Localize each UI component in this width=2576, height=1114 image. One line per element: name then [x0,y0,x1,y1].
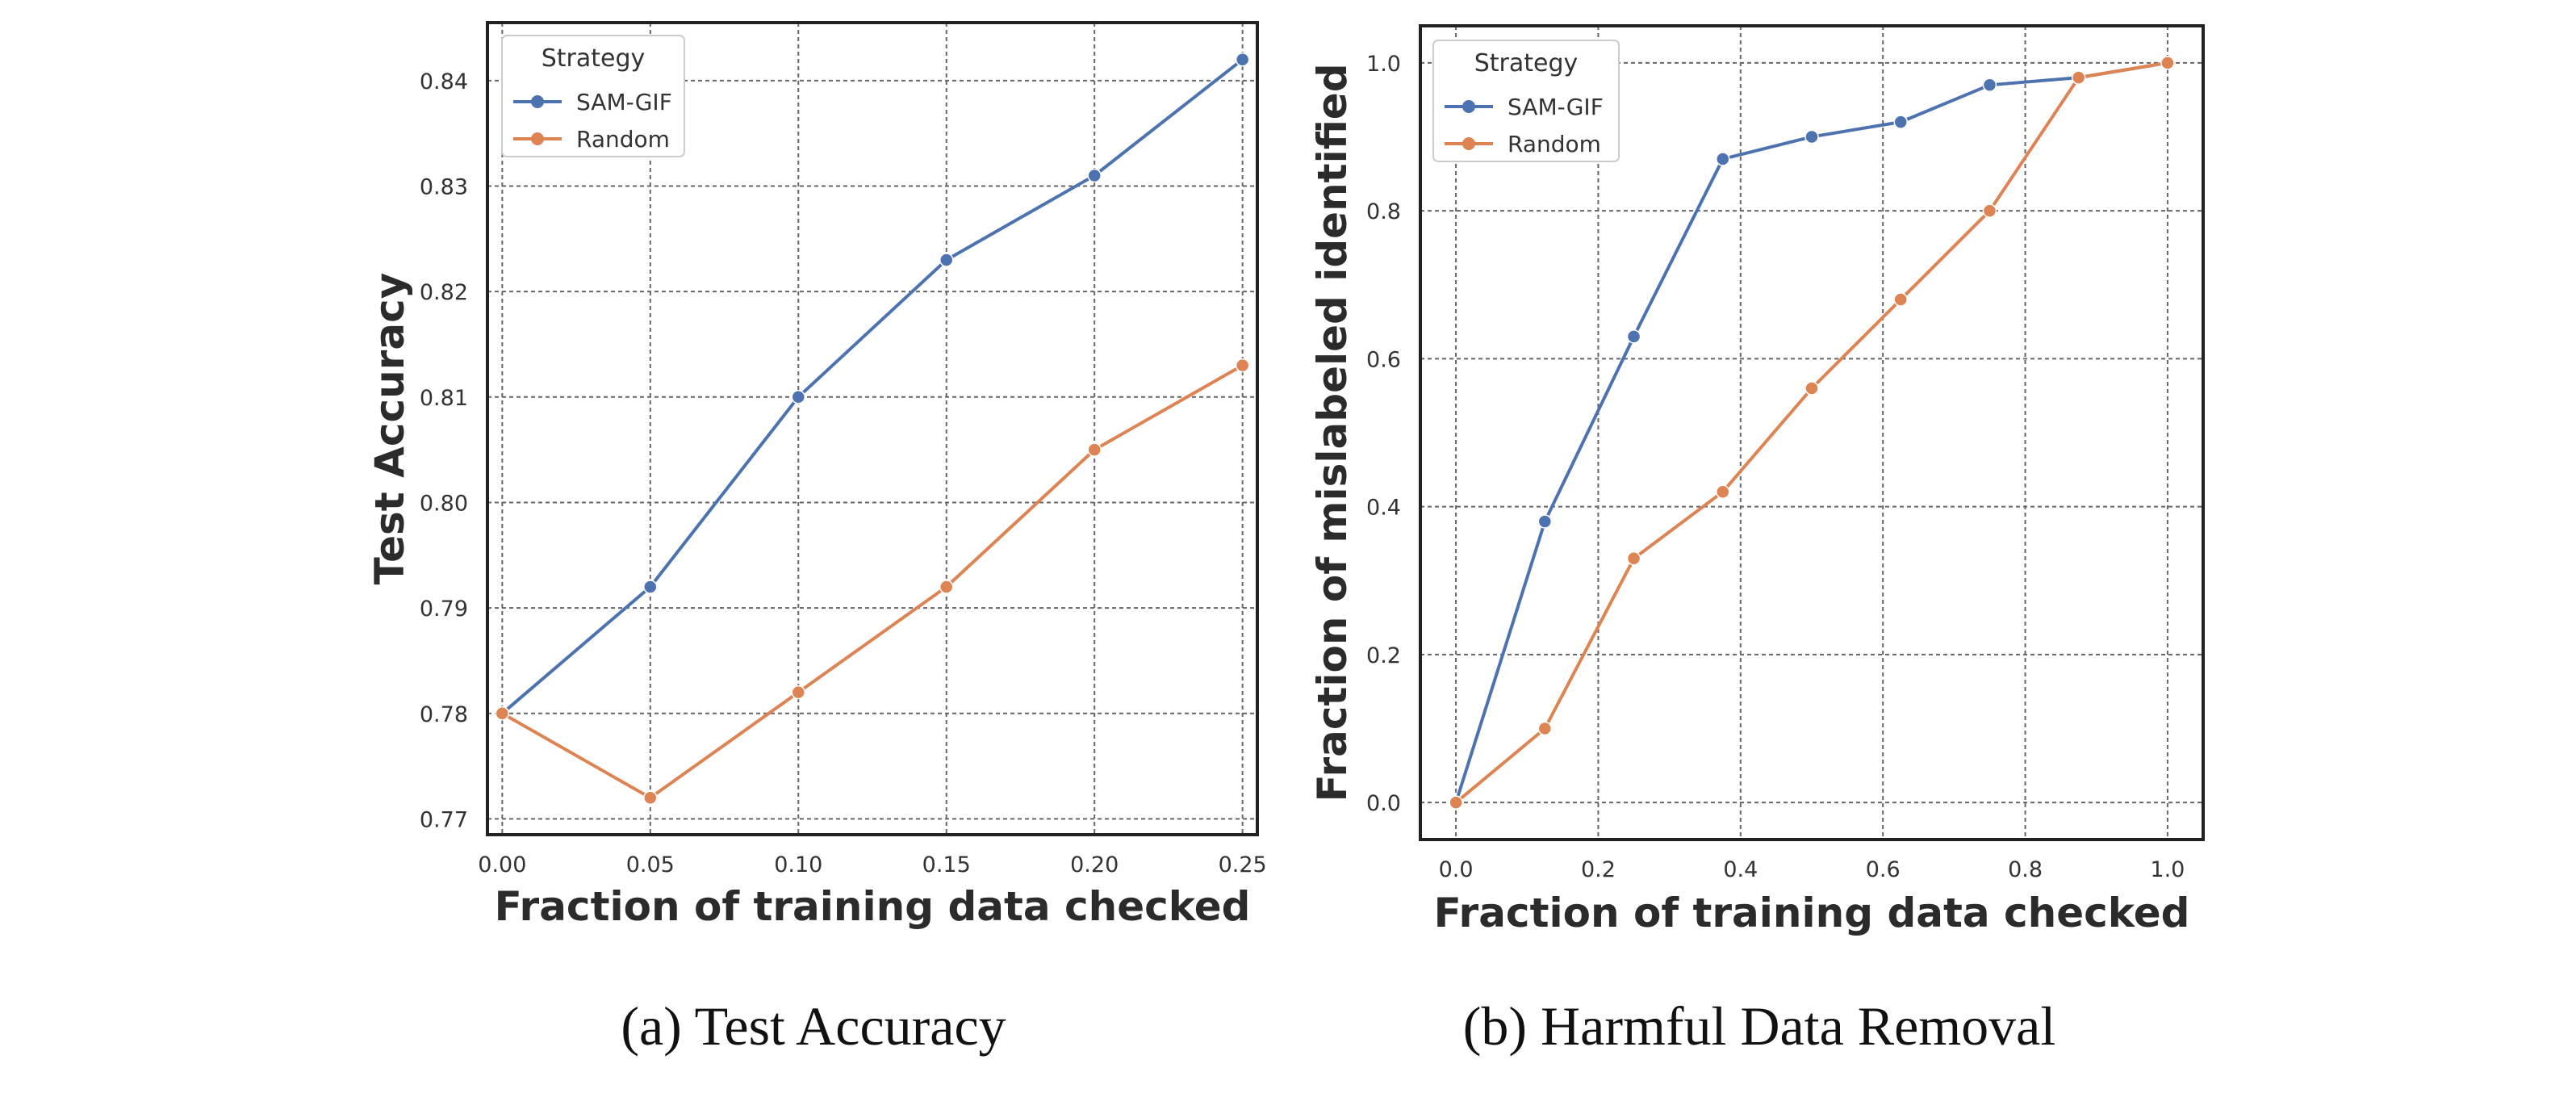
y-tick-label: 0.82 [420,280,468,305]
caption-a: (a) Test Accuracy [621,995,1006,1057]
y-tick-label: 0.79 [420,597,468,622]
x-tick-label: 0.8 [2008,857,2043,882]
legend-box [1432,40,1620,162]
x-tick-label: 0.25 [1219,852,1267,877]
x-tick-label: 0.10 [774,852,822,877]
legend-swatch-marker [531,132,544,145]
data-point-random [939,580,954,594]
caption-b: (b) Harmful Data Removal [1462,995,2056,1057]
y-tick-label: 1.0 [1366,52,1401,77]
data-point-random [1716,484,1730,500]
data-point-random [2160,56,2175,70]
data-point-sam-gif [1537,514,1553,529]
data-point-sam-gif [1804,129,1819,144]
data-point-sam-gif [1626,329,1641,344]
data-point-random [1893,292,1908,307]
x-tick-label: 0.6 [1866,857,1901,882]
data-point-random [1087,442,1102,457]
y-tick-label: 0.4 [1366,496,1401,521]
data-point-random [1804,381,1819,396]
legend-box [501,35,685,157]
y-axis-label: Test Accuracy [366,273,413,585]
plot-frame [486,21,1259,836]
data-point-random [2071,70,2086,85]
series-line-random [501,363,1244,800]
data-point-random [1235,358,1250,373]
data-point-sam-gif [939,253,954,267]
x-tick-label: 0.2 [1581,857,1616,882]
y-tick-label: 0.78 [420,702,468,727]
y-tick-label: 0.83 [420,175,468,200]
data-point-sam-gif [791,390,806,404]
x-tick-label: 0.05 [626,852,675,877]
data-point-random [1537,721,1553,736]
y-tick-label: 0.2 [1366,643,1401,668]
data-point-sam-gif [1235,52,1250,67]
data-point-random [1982,203,1997,218]
data-point-random [1449,795,1463,810]
data-point-sam-gif [1893,115,1908,129]
x-axis-label: Fraction of training data checked [1434,890,2190,936]
x-tick-label: 0.15 [922,852,971,877]
series-line-sam-gif [501,58,1244,715]
legend-entry-label: Random [576,126,670,153]
y-tick-label: 0.77 [420,807,468,832]
y-tick-label: 0.8 [1366,199,1401,224]
data-point-random [495,706,510,721]
data-point-random [791,685,806,700]
data-point-sam-gif [1982,77,1997,93]
legend-entry-label: SAM-GIF [1508,94,1604,120]
y-tick-label: 0.80 [420,491,468,516]
x-tick-label: 0.00 [478,852,526,877]
data-point-sam-gif [1716,152,1730,166]
legend-title: Strategy [1474,49,1579,77]
y-tick-label: 0.0 [1366,791,1401,816]
y-tick-label: 0.81 [420,386,468,411]
legend: Strategy SAM-GIF Random [1432,40,1620,162]
data-point-random [643,790,658,806]
plot-frame [1419,24,2205,841]
chart-a: 0.00 0.05 0.10 0.15 0.20 0.25 0.77 0.78 0.79 0.80… [366,21,1267,930]
legend-entry-label: Random [1508,131,1601,157]
y-axis-label: Fraction of mislabeled identified [1309,64,1356,802]
x-tick-label: 1.0 [2150,857,2185,882]
data-point-sam-gif [643,580,658,594]
legend-swatch-marker [1462,137,1475,150]
x-tick-label: 0.0 [1439,857,1474,882]
legend-entry-label: SAM-GIF [576,89,672,115]
y-tick-label: 0.84 [420,69,468,94]
legend-title: Strategy [542,44,646,73]
y-tick-label: 0.6 [1366,347,1401,372]
data-point-sam-gif [1087,168,1102,183]
x-axis-label: Fraction of training data checked [495,883,1251,930]
legend-swatch-marker [531,95,544,108]
legend-swatch-marker [1462,100,1475,113]
data-point-random [1626,551,1641,566]
x-tick-label: 0.20 [1070,852,1119,877]
legend: Strategy SAM-GIF Random [501,35,685,157]
chart-b: 0.0 0.2 0.4 0.6 0.8 1.0 0.0 0.2 0.4 0.6 0.8 1.0 Frac… [1309,24,2205,936]
x-tick-label: 0.4 [1723,857,1758,882]
